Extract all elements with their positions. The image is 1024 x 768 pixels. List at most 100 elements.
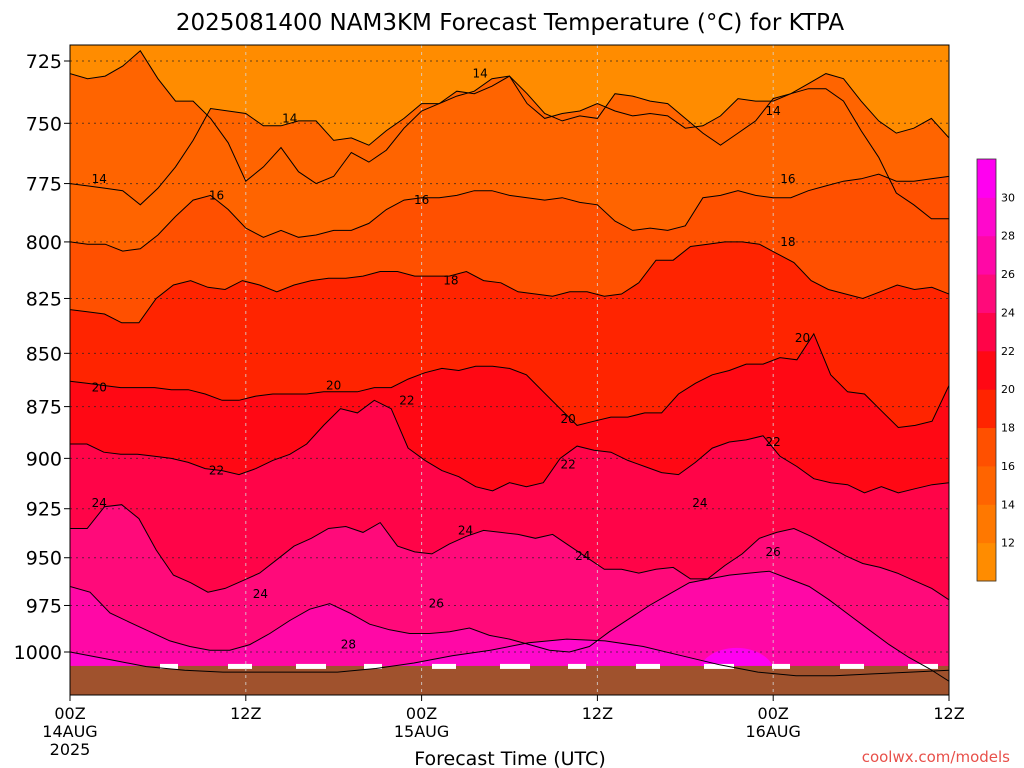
y-tick-label: 850 [26, 343, 62, 365]
isotherm-18 [70, 241, 949, 324]
x-tick-label: 00Z [406, 704, 437, 723]
surface-gap [704, 663, 734, 669]
y-tick-label: 1000 [14, 642, 62, 664]
colorbar-label: 26 [1001, 268, 1015, 281]
x-tick-label: 12Z [933, 704, 964, 723]
colorbar-swatch [977, 427, 996, 467]
x-tick-label: 00Z [54, 704, 85, 723]
isotherm-26 [70, 570, 949, 682]
colorbar-label: 16 [1001, 460, 1015, 473]
colorbar-swatch [977, 542, 996, 582]
surface-gap [296, 663, 326, 669]
isotherm-14 [70, 75, 949, 220]
colorbar-frame [976, 158, 997, 582]
credit-text: coolwx.com/models [862, 748, 1010, 766]
contour-label: 22 [560, 457, 575, 471]
colorbar-label: 14 [1001, 498, 1015, 511]
contour-label: 14 [282, 111, 297, 125]
y-tick-label: 875 [26, 397, 62, 419]
chart-title: 2025081400 NAM3KM Forecast Temperature (… [176, 10, 844, 36]
contour-label: 14 [766, 104, 781, 118]
contour-label: 16 [209, 188, 224, 202]
contour-label: 26 [766, 545, 781, 559]
y-axis: 725 750 775 800 825 850 875 900 925 950 975 1000 [14, 51, 70, 664]
isotherm-28 [70, 638, 949, 677]
y-tick-label: 775 [26, 174, 62, 196]
contour-label: 24 [692, 496, 707, 510]
x-tick-label: 12Z [230, 704, 261, 723]
contour-label: 20 [795, 331, 810, 345]
colorbar-swatch [977, 312, 996, 352]
colorbar-swatch [977, 465, 996, 505]
colorbar-label: 22 [1001, 345, 1015, 358]
contour-labels: 14 14 14 14 16 16 16 18 18 20 20 20 20 22 22 22 22 24 24 24… [92, 67, 810, 652]
surface-gap [500, 663, 530, 669]
colorbar-label: 30 [1001, 191, 1015, 204]
surface-gap [364, 663, 382, 669]
plot-frame [69, 44, 950, 696]
contour-label: 24 [458, 523, 473, 537]
y-tick-label: 925 [26, 499, 62, 521]
surface-gap [636, 663, 660, 669]
x-tick-label: 00Z [758, 704, 789, 723]
colorbar-swatch [977, 274, 996, 313]
surface-gap [432, 663, 456, 669]
temperature-bands [70, 45, 949, 695]
isotherm-16 [70, 173, 949, 252]
x-tick-date: 14AUG [42, 722, 97, 741]
contour-label: 14 [473, 67, 488, 81]
contour-label: 18 [780, 235, 795, 249]
contour-label: 22 [209, 464, 224, 478]
surface-gap [908, 663, 938, 669]
contour-label: 20 [560, 412, 575, 426]
surface-gap [772, 663, 790, 669]
contour-label: 16 [780, 172, 795, 186]
y-tick-label: 900 [26, 448, 62, 470]
contour-label: 22 [766, 435, 781, 449]
x-axis-title: Forecast Time (UTC) [414, 748, 605, 768]
grid-lines [69, 45, 950, 695]
colorbar-swatch [977, 389, 996, 429]
colorbar: 12 14 16 18 20 22 24 26 28 30 [976, 158, 1015, 582]
surface-gap [840, 663, 864, 669]
x-tick-label: 12Z [582, 704, 613, 723]
surface-strip [70, 665, 949, 695]
contour-label: 28 [341, 638, 356, 652]
isotherm-22 [70, 399, 949, 494]
colorbar-label: 24 [1001, 306, 1015, 319]
colorbar-label: 28 [1001, 230, 1015, 243]
contour-label: 24 [253, 587, 268, 601]
contour-label: 24 [92, 496, 107, 510]
isotherm-20 [70, 332, 949, 429]
colorbar-swatch [977, 504, 996, 544]
colorbar-swatch [977, 197, 996, 237]
contour-label: 26 [429, 597, 444, 611]
surface-gap [160, 663, 178, 669]
colorbar-swatch [977, 235, 996, 275]
colorbar-swatch [977, 350, 996, 390]
y-tick-label: 975 [26, 595, 62, 617]
surface-gap [568, 663, 586, 669]
isotherm-contours [70, 50, 949, 682]
contour-label: 20 [326, 378, 341, 392]
x-tick-date: 15AUG [394, 722, 449, 741]
x-tick-year: 2025 [50, 740, 91, 759]
y-tick-label: 725 [26, 51, 62, 73]
colorbar-label: 12 [1001, 537, 1015, 550]
contour-label: 16 [414, 193, 429, 207]
contour-label: 24 [575, 549, 590, 563]
colorbar-label: 18 [1001, 422, 1015, 435]
y-tick-label: 750 [26, 113, 62, 135]
contour-label: 14 [92, 172, 107, 186]
contour-label: 20 [92, 381, 107, 395]
surface-gap [228, 663, 252, 669]
contour-label: 22 [399, 393, 414, 407]
x-tick-date: 16AUG [745, 722, 800, 741]
y-tick-label: 800 [26, 232, 62, 254]
colorbar-label: 20 [1001, 383, 1015, 396]
colorbar-swatch [977, 159, 996, 198]
y-tick-label: 950 [26, 548, 62, 570]
y-tick-label: 825 [26, 288, 62, 310]
